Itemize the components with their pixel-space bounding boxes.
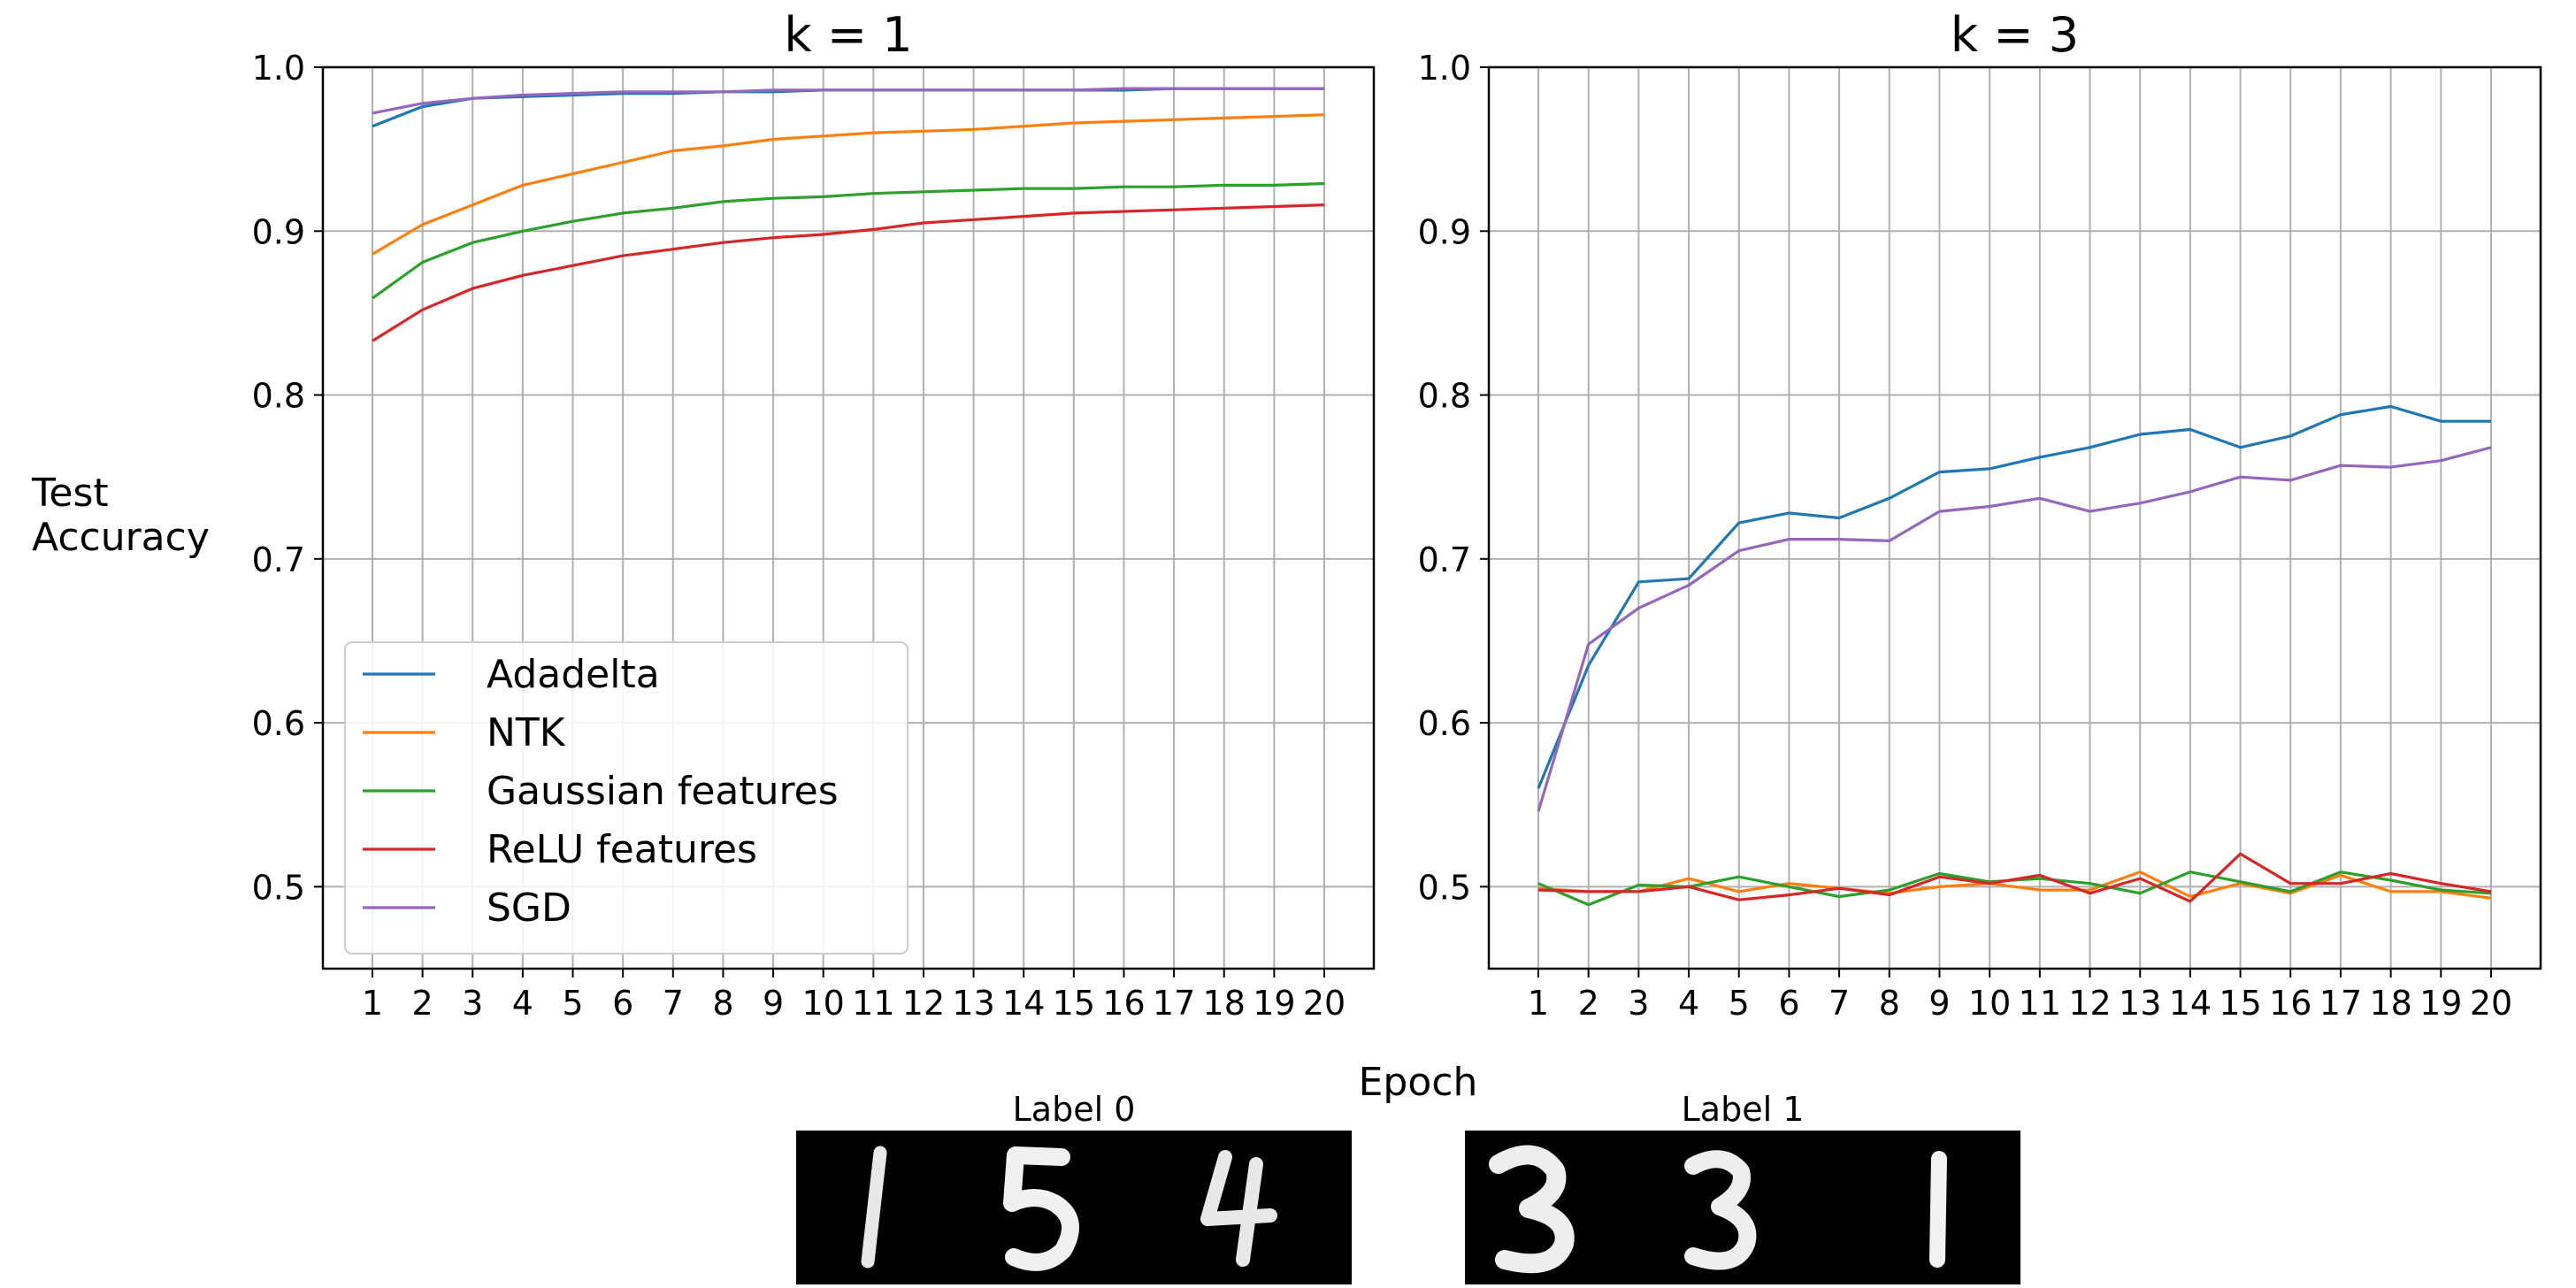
- x-tick-label: 12: [2068, 984, 2111, 1023]
- x-tick-label: 4: [1678, 984, 1699, 1023]
- example-strip-label-1: [1465, 1131, 2020, 1284]
- legend-entry: NTK: [487, 710, 566, 755]
- x-tick-label: 13: [952, 984, 994, 1023]
- digit-images-label-1: [1489, 1145, 1947, 1274]
- series-line-relu-features: [1537, 852, 2492, 903]
- x-tick-label: 5: [1729, 984, 1750, 1023]
- legend-entry: Gaussian features: [487, 769, 839, 814]
- chart-panel-k3: 1 2 3 4 5 6 7 8 9 10 11 12 13 14 15 16 17 18 19 200.50.60.7…: [1418, 7, 2542, 1023]
- series-line-gaussian-features: [372, 181, 1325, 300]
- legend-box: [344, 641, 908, 954]
- digit-1-image: [861, 1146, 887, 1269]
- x-tick-label: 8: [712, 984, 733, 1023]
- y-tick-label: 1.0: [252, 49, 305, 88]
- y-axis-label-line1: Test: [31, 471, 109, 516]
- x-tick-label: 10: [1968, 984, 2011, 1023]
- series-line-relu-features: [372, 203, 1325, 342]
- x-tick-label: 2: [1578, 984, 1599, 1023]
- digit-1-image: [1929, 1151, 1947, 1268]
- example-label-0: Label 0: [1012, 1090, 1136, 1129]
- y-tick-label: 0.8: [252, 377, 305, 416]
- x-tick-label: 8: [1879, 984, 1900, 1023]
- x-tick-label: 3: [1628, 984, 1649, 1023]
- x-tick-label: 6: [612, 984, 633, 1023]
- x-tick-label: 18: [2369, 984, 2411, 1023]
- x-tick-label: 4: [512, 984, 533, 1023]
- x-tick-label: 2: [412, 984, 433, 1023]
- x-tick-label: 3: [462, 984, 483, 1023]
- y-tick-label: 0.8: [1418, 377, 1471, 416]
- y-tick-label: 0.5: [1418, 868, 1471, 907]
- y-tick-label: 0.9: [252, 212, 305, 251]
- chart-panel-k1: 1 2 3 4 5 6 7 8 9 10 11 12 13 14 15 16 17 18 19 200.50.60.7…: [252, 7, 1376, 1023]
- y-tick-label: 0.7: [1418, 540, 1471, 579]
- series-line-ntk: [372, 113, 1325, 256]
- x-axis-label: Epoch: [1359, 1060, 1478, 1105]
- y-tick-label: 0.5: [252, 868, 305, 907]
- x-tick-label: 14: [2169, 984, 2212, 1023]
- chart-title: k = 1: [784, 7, 912, 63]
- x-tick-label: 20: [1303, 984, 1346, 1023]
- digit-5-image: [1003, 1146, 1079, 1271]
- x-tick-label: 11: [852, 984, 894, 1023]
- example-label-1: Label 1: [1681, 1090, 1805, 1129]
- x-tick-label: 15: [2219, 984, 2261, 1023]
- y-axis-label-line2: Accuracy: [32, 515, 210, 560]
- legend-entry: Adadelta: [487, 652, 660, 697]
- x-tick-label: 1: [362, 984, 383, 1023]
- series-line-sgd: [1537, 446, 2492, 812]
- x-tick-label: 7: [1828, 984, 1850, 1023]
- x-tick-label: 19: [1253, 984, 1295, 1023]
- chart-title: k = 3: [1951, 7, 2079, 63]
- legend-entry: ReLU features: [487, 827, 757, 872]
- x-tick-label: 17: [2319, 984, 2362, 1023]
- x-tick-label: 1: [1528, 984, 1549, 1023]
- series-line-sgd: [372, 87, 1324, 115]
- x-tick-label: 16: [1102, 984, 1145, 1023]
- x-tick-label: 12: [902, 984, 945, 1023]
- x-tick-label: 11: [2019, 984, 2061, 1023]
- y-tick-label: 1.0: [1418, 49, 1471, 88]
- x-tick-label: 9: [1928, 984, 1950, 1023]
- x-tick-label: 13: [2119, 984, 2161, 1023]
- x-tick-label: 5: [562, 984, 583, 1023]
- x-tick-label: 16: [2269, 984, 2312, 1023]
- y-tick-label: 0.7: [252, 540, 305, 579]
- legend-entry: SGD: [487, 886, 571, 931]
- y-tick-label: 0.9: [1418, 212, 1471, 251]
- series-line-ntk: [1537, 870, 2492, 900]
- series-line-adadelta: [1537, 404, 2491, 789]
- x-tick-label: 17: [1153, 984, 1195, 1023]
- x-tick-label: 20: [2470, 984, 2512, 1023]
- digit-3-image: [1684, 1150, 1757, 1270]
- plot-frame: [321, 65, 1376, 970]
- digit-images-label-0: [861, 1146, 1277, 1271]
- x-tick-label: 19: [2419, 984, 2462, 1023]
- x-tick-label: 15: [1053, 984, 1095, 1023]
- x-tick-label: 9: [763, 984, 784, 1023]
- x-tick-label: 6: [1778, 984, 1799, 1023]
- y-tick-label: 0.6: [1418, 704, 1471, 743]
- plot-frame: [1487, 65, 2542, 970]
- digit-4-image: [1200, 1150, 1277, 1267]
- digit-3-image: [1489, 1145, 1575, 1274]
- example-strip-label-0: [796, 1131, 1352, 1284]
- y-tick-label: 0.6: [252, 704, 305, 743]
- x-tick-label: 18: [1203, 984, 1246, 1023]
- x-tick-label: 14: [1002, 984, 1045, 1023]
- x-tick-label: 7: [663, 984, 684, 1023]
- x-tick-label: 10: [802, 984, 845, 1023]
